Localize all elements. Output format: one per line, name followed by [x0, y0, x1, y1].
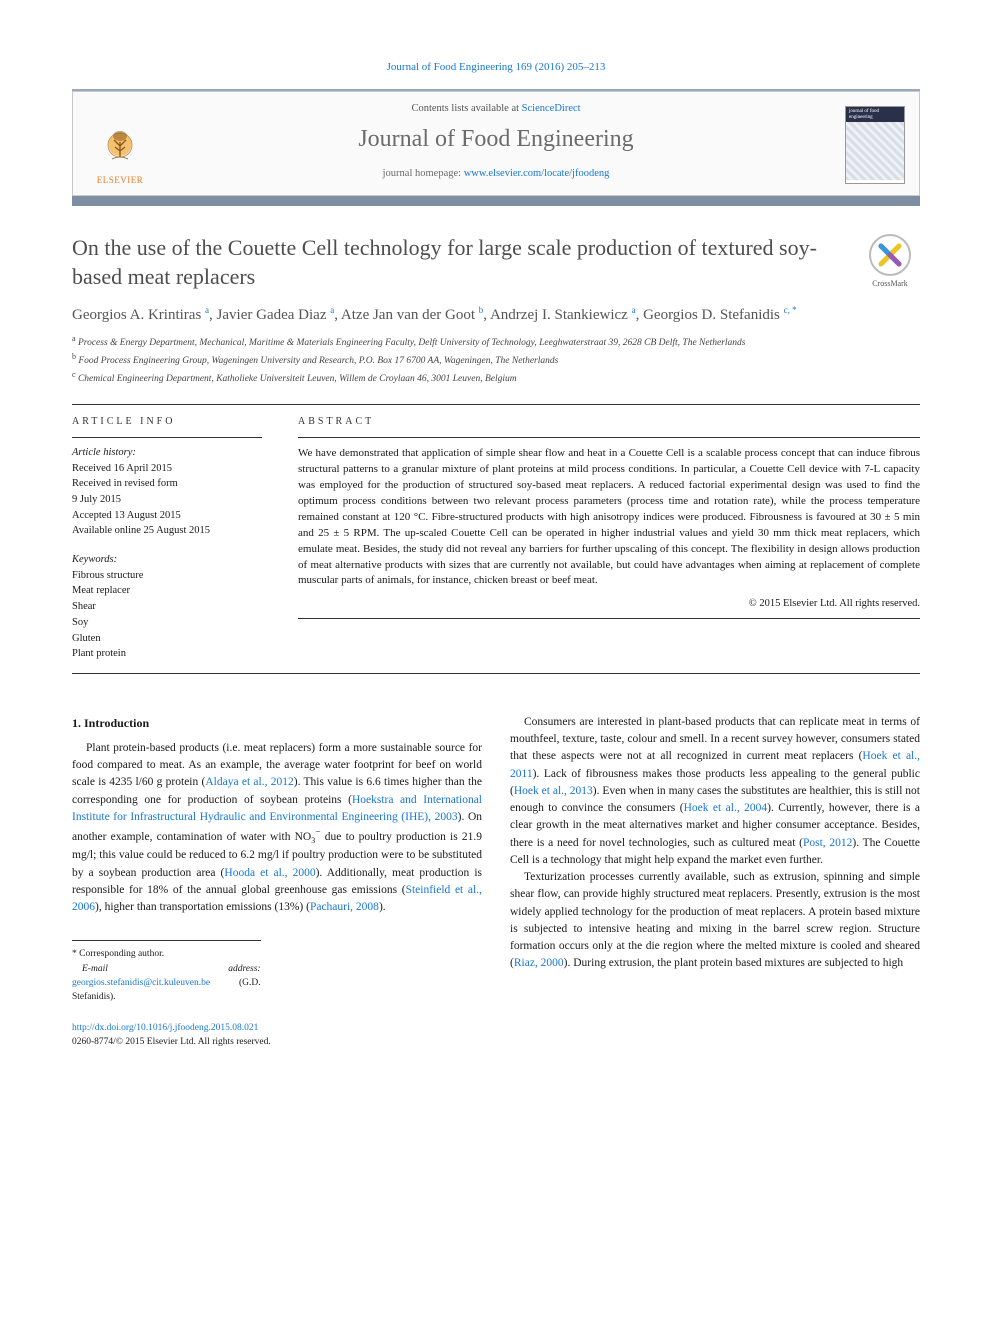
running-citation: Journal of Food Engineering 169 (2016) 2… — [72, 60, 920, 75]
article-info-heading: ARTICLE INFO — [72, 415, 262, 429]
abstract-heading: ABSTRACT — [298, 415, 920, 429]
rule-below-meta — [72, 673, 920, 674]
footer-block: http://dx.doi.org/10.1016/j.jfoodeng.201… — [72, 1022, 920, 1049]
crossmark-badge[interactable]: CrossMark — [860, 234, 920, 289]
paragraph: Plant protein-based products (i.e. meat … — [72, 740, 482, 916]
body-column-left: 1. Introduction Plant protein-based prod… — [72, 714, 482, 1004]
doi-link[interactable]: http://dx.doi.org/10.1016/j.jfoodeng.201… — [72, 1023, 258, 1033]
cover-thumb-title: journal of food engineering — [846, 107, 904, 122]
publisher-logo: ELSEVIER — [87, 122, 153, 187]
article-title: On the use of the Couette Cell technolog… — [72, 234, 842, 291]
ref-link[interactable]: Riaz, 2000 — [514, 957, 564, 969]
journal-header: ELSEVIER journal of food engineering Con… — [72, 91, 920, 196]
ref-link[interactable]: Hooda et al., 2000 — [224, 867, 315, 879]
ref-link[interactable]: Hoek et al., 2013 — [514, 785, 593, 797]
ref-link[interactable]: Pachauri, 2008 — [310, 901, 379, 913]
paragraph: Consumers are interested in plant-based … — [510, 714, 920, 869]
body-text: Texturization processes currently availa… — [510, 871, 920, 969]
abstract-text: We have demonstrated that application of… — [298, 446, 920, 589]
paragraph: Texturization processes currently availa… — [510, 869, 920, 973]
keyword: Plant protein — [72, 647, 262, 662]
body-text: ). During extrusion, the plant protein b… — [564, 957, 904, 969]
history-label: Article history: — [72, 446, 262, 461]
publisher-name: ELSEVIER — [87, 174, 153, 187]
author-list: Georgios A. Krintiras a, Javier Gadea Di… — [72, 304, 920, 327]
body-column-right: Consumers are interested in plant-based … — [510, 714, 920, 1004]
contents-prefix: Contents lists available at — [411, 103, 521, 114]
history-line: Available online 25 August 2015 — [72, 524, 262, 539]
issn-copyright: 0260-8774/© 2015 Elsevier Ltd. All right… — [72, 1036, 920, 1049]
ref-link[interactable]: Hoek et al., 2004 — [684, 802, 768, 814]
history-line: Accepted 13 August 2015 — [72, 509, 262, 524]
journal-homepage: journal homepage: www.elsevier.com/locat… — [87, 167, 905, 182]
affiliation: a Process & Energy Department, Mechanica… — [72, 334, 920, 350]
keyword: Soy — [72, 616, 262, 631]
elsevier-tree-icon — [95, 122, 145, 172]
email-link[interactable]: georgios.stefanidis@cit.kuleuven.be — [72, 978, 210, 988]
body-text: Consumers are interested in plant-based … — [510, 716, 920, 763]
homepage-link[interactable]: www.elsevier.com/locate/jfoodeng — [464, 168, 610, 179]
keyword: Shear — [72, 600, 262, 615]
affiliation: b Food Process Engineering Group, Wageni… — [72, 352, 920, 368]
rule-above-meta — [72, 404, 920, 405]
homepage-prefix: journal homepage: — [383, 168, 464, 179]
ref-link[interactable]: Post, 2012 — [803, 837, 852, 849]
history-line: 9 July 2015 — [72, 493, 262, 508]
ref-link[interactable]: Aldaya et al., 2012 — [205, 776, 293, 788]
section-heading: 1. Introduction — [72, 714, 482, 732]
keyword: Gluten — [72, 632, 262, 647]
header-bottom-bar — [72, 196, 920, 206]
journal-name: Journal of Food Engineering — [87, 123, 905, 157]
section-title: Introduction — [84, 716, 149, 730]
body-two-column: 1. Introduction Plant protein-based prod… — [72, 714, 920, 1004]
history-line: Received in revised form — [72, 477, 262, 492]
contents-available: Contents lists available at ScienceDirec… — [87, 102, 905, 117]
section-number: 1. — [72, 716, 81, 730]
footnotes: * Corresponding author. E-mail address: … — [72, 940, 261, 1004]
citation-link[interactable]: Journal of Food Engineering 169 (2016) 2… — [387, 61, 606, 73]
email-label: E-mail address: — [82, 964, 261, 974]
body-text: ), higher than transportation emissions … — [95, 901, 310, 913]
abstract-copyright: © 2015 Elsevier Ltd. All rights reserved… — [298, 597, 920, 612]
keywords-label: Keywords: — [72, 553, 262, 568]
journal-cover-thumbnail: journal of food engineering — [845, 106, 905, 184]
history-line: Received 16 April 2015 — [72, 462, 262, 477]
crossmark-icon — [869, 234, 911, 276]
body-text: ). — [379, 901, 386, 913]
corresponding-author-note: * Corresponding author. — [72, 947, 261, 961]
article-info-column: ARTICLE INFO Article history: Received 1… — [72, 415, 262, 663]
abstract-column: ABSTRACT We have demonstrated that appli… — [298, 415, 920, 663]
sciencedirect-link[interactable]: ScienceDirect — [522, 103, 581, 114]
cover-thumb-art — [846, 122, 904, 180]
crossmark-label: CrossMark — [872, 279, 908, 288]
affiliation: c Chemical Engineering Department, Katho… — [72, 370, 920, 386]
keyword: Meat replacer — [72, 584, 262, 599]
keyword: Fibrous structure — [72, 569, 262, 584]
